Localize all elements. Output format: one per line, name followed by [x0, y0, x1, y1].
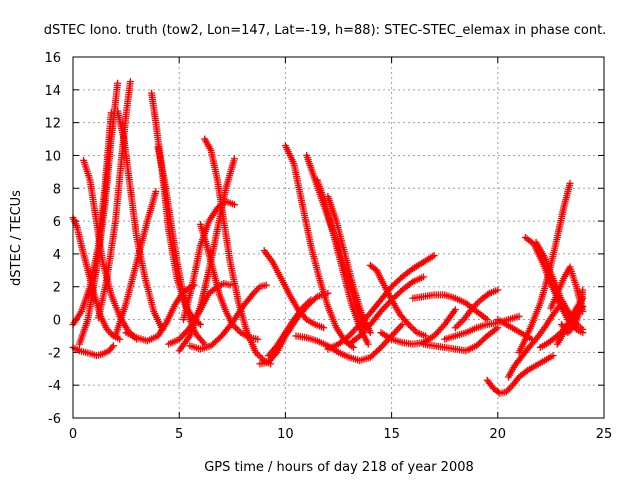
series-21-track [281, 142, 357, 351]
series-43-points [494, 316, 536, 343]
series-35-track [504, 299, 566, 381]
series-1-track [69, 342, 117, 360]
series-31-points [419, 324, 502, 355]
series-20-points [260, 247, 328, 332]
y-tick-label: 14 [44, 84, 61, 99]
series-19-track [264, 296, 315, 360]
x-tick-label: 0 [69, 427, 77, 442]
y-tick-label: 4 [53, 248, 61, 263]
series-17-track [196, 220, 262, 343]
data-points [69, 78, 587, 397]
series-10-track [111, 188, 160, 340]
y-tick-label: 16 [44, 51, 61, 66]
series-29-track [377, 306, 459, 348]
series-33-points [451, 286, 502, 332]
plot-frame [72, 56, 605, 419]
series-15-points [201, 135, 275, 368]
series-21-points [281, 142, 357, 351]
y-tick-label: -6 [48, 412, 61, 427]
y-tick-label: 2 [53, 281, 61, 296]
series-20-track [260, 247, 328, 332]
chart-title: dSTEC Iono. truth (tow2, Lon=147, Lat=-1… [44, 23, 607, 38]
series-29-points [377, 306, 459, 348]
x-axis-label: GPS time / hours of day 218 of year 2008 [204, 460, 474, 475]
series-7-points [114, 107, 166, 333]
series-27-points [345, 273, 427, 348]
series-43-track [494, 316, 536, 343]
series-28-track [366, 261, 430, 340]
series-33-track [451, 286, 502, 332]
series-8-track [148, 89, 204, 328]
series-25-track [292, 320, 406, 365]
series-25-points [292, 320, 406, 365]
series-8-points [148, 89, 204, 328]
y-tick-label: 8 [53, 182, 61, 197]
series-11-points [122, 281, 198, 345]
axis-ticks: 0 5 10 15 20 25 -6 -4 -2 0 2 4 6 8 10 12 14 16 [44, 51, 612, 442]
series-15-track [201, 135, 275, 368]
series-16-track [179, 197, 238, 324]
x-tick-label: 25 [596, 427, 613, 442]
y-axis-label: dSTEC / TECUs [9, 190, 24, 286]
y-tick-label: 0 [53, 314, 61, 329]
x-tick-label: 15 [383, 427, 400, 442]
series-28-points [366, 261, 430, 340]
y-tick-label: 12 [44, 117, 61, 132]
series-42-track [558, 286, 587, 337]
series-19-points [264, 296, 315, 360]
series-1-points [69, 342, 117, 360]
series-34-points [483, 352, 557, 397]
series-7-track [114, 107, 166, 333]
y-tick-label: 10 [44, 149, 61, 164]
series-35-points [504, 299, 566, 381]
series-10-points [111, 188, 160, 340]
y-tick-label: -4 [48, 379, 61, 394]
series-31-track [419, 324, 502, 355]
series-17-points [196, 220, 262, 343]
y-tick-label: -2 [48, 346, 61, 361]
series-11-track [122, 281, 198, 345]
series-16-points [179, 197, 238, 324]
x-tick-label: 5 [175, 427, 183, 442]
series-42-points [558, 286, 587, 337]
y-tick-label: 6 [53, 215, 61, 230]
x-tick-label: 20 [490, 427, 507, 442]
x-tick-label: 10 [277, 427, 294, 442]
series-34-track [483, 352, 557, 397]
series-27-track [345, 273, 427, 348]
